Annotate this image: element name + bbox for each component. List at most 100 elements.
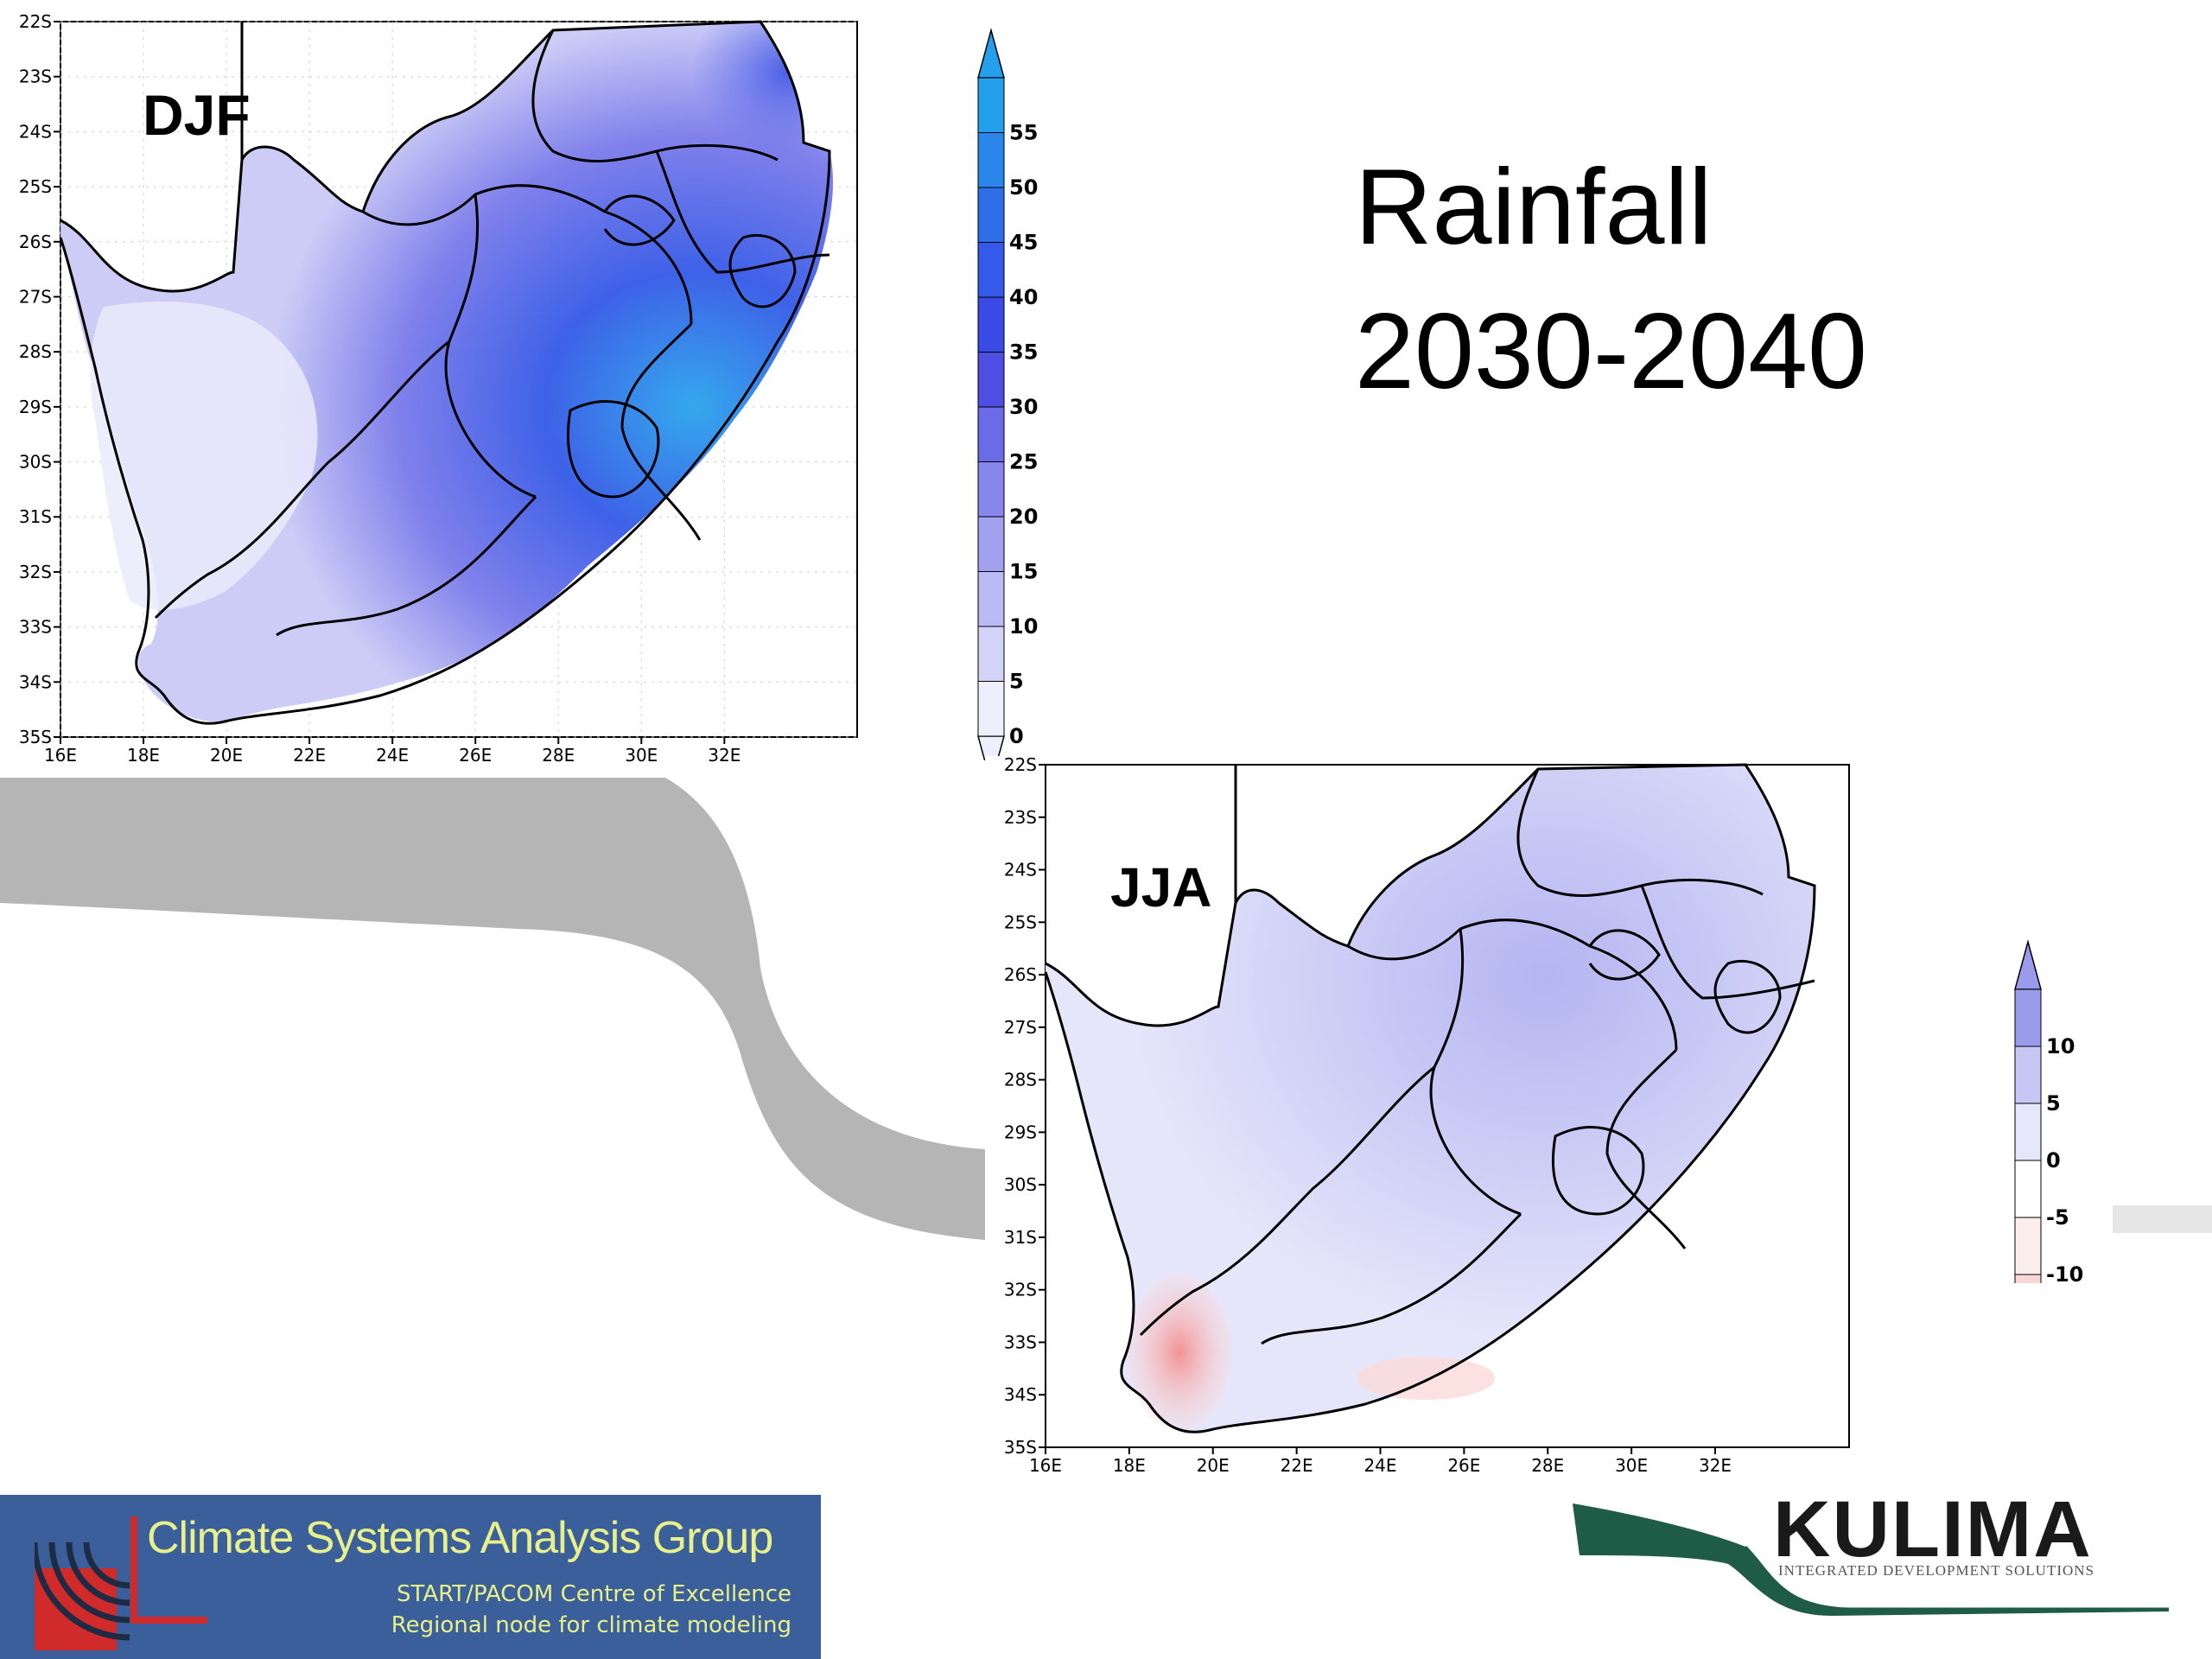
lon-tick-label: 16E — [1029, 1455, 1062, 1476]
jja-map-canvas: 22S 23S 24S 25S 26S 27S 28S 29S 30S 31S 32S 33S 34S 3… — [1004, 756, 1850, 1476]
lat-tick-label: 23S — [19, 67, 52, 87]
colorbar-segment — [977, 352, 1005, 408]
colorbar-max-arrow — [2014, 939, 2042, 990]
csag-title: Climate Systems Analysis Group — [147, 1513, 773, 1563]
colorbar-segment — [977, 187, 1005, 243]
colorbar-segment — [2014, 1274, 2042, 1283]
colorbar-label: 30 — [1009, 395, 1038, 419]
djf-map-canvas: 22S 23S 24S 25S 26S 27S 28S 29S 30S 31S 32S 33S 34S 3… — [19, 13, 858, 766]
lat-tick-label: 33S — [1004, 1332, 1037, 1352]
lon-tick-label: 30E — [625, 745, 658, 766]
csag-emblem-icon — [35, 1516, 207, 1650]
lat-tick-label: 29S — [19, 397, 52, 417]
jja-season-label: JJA — [1110, 856, 1212, 918]
colorbar-label: 5 — [2046, 1091, 2061, 1116]
csag-line2: Regional node for climate modeling — [391, 1612, 791, 1638]
lat-tick-label: 30S — [1004, 1174, 1037, 1195]
lat-tick-label: 24S — [19, 121, 52, 142]
colorbar-segment — [2014, 1160, 2042, 1218]
colorbar-label: 35 — [1009, 340, 1038, 365]
slide-title-line1: Rainfall — [1355, 148, 1713, 267]
colorbar-label: 0 — [2046, 1148, 2061, 1173]
colorbar-segment — [977, 242, 1005, 298]
lat-tick-label: 26S — [19, 232, 52, 252]
lon-tick-label: 26E — [459, 745, 492, 766]
colorbar-segment — [977, 571, 1005, 627]
colorbar-label: 15 — [1009, 560, 1038, 584]
decorative-bar — [2113, 1205, 2212, 1233]
lat-tick-label: 32S — [19, 562, 52, 582]
lat-tick-label: 24S — [1004, 860, 1037, 880]
colorbar-label: 55 — [1009, 121, 1038, 145]
lon-tick-label: 32E — [1699, 1455, 1732, 1476]
lat-tick-label: 25S — [19, 176, 52, 197]
colorbar-segment — [977, 681, 1005, 737]
jja-colorbar: 10 5 0 -5 -10 — [2014, 939, 2083, 1283]
lat-tick-label: 22S — [1004, 756, 1037, 775]
lat-tick-label: 23S — [1004, 807, 1037, 828]
colorbar-segment — [977, 626, 1005, 682]
kulima-tagline: INTEGRATED DEVELOPMENT SOLUTIONS — [1778, 1562, 2094, 1579]
colorbar-segment — [2014, 1217, 2042, 1275]
djf-borders — [59, 20, 831, 725]
lat-tick-label: 26S — [1004, 964, 1037, 985]
colorbar-segment — [2014, 1046, 2042, 1104]
lon-tick-label: 24E — [1363, 1455, 1396, 1476]
colorbar-label: 10 — [1009, 614, 1038, 639]
decorative-swoosh — [0, 778, 985, 1240]
lat-tick-label: 35S — [19, 727, 52, 747]
djf-lat-axis: 22S 23S 24S 25S 26S 27S 28S 29S 30S 31S 32S 33S 34S 3… — [19, 13, 60, 747]
jja-map: 22S 23S 24S 25S 26S 27S 28S 29S 30S 31S 32S 33S 34S 3… — [985, 756, 1901, 1482]
lon-tick-label: 20E — [1197, 1455, 1230, 1476]
slide-title-line2: 2030-2040 — [1355, 292, 1867, 411]
lon-tick-label: 16E — [44, 745, 77, 766]
csag-line1: START/PACOM Centre of Excellence — [396, 1581, 791, 1607]
colorbar-label: 40 — [1009, 285, 1038, 309]
jja-borders — [1044, 763, 1816, 1433]
lat-tick-label: 28S — [1004, 1070, 1037, 1090]
colorbar-segment — [2014, 1103, 2042, 1161]
lat-tick-label: 30S — [19, 452, 52, 473]
lon-tick-label: 32E — [708, 745, 741, 766]
colorbar-label: 25 — [1009, 450, 1038, 474]
lat-tick-label: 35S — [1004, 1437, 1037, 1458]
colorbar-label: 45 — [1009, 231, 1038, 255]
csag-logo: Climate Systems Analysis Group START/PAC… — [0, 1495, 821, 1659]
colorbar-segment — [2014, 988, 2042, 1047]
lon-tick-label: 22E — [293, 745, 326, 766]
colorbar-label: 50 — [1009, 175, 1038, 200]
lat-tick-label: 33S — [19, 617, 52, 638]
colorbar-label: 20 — [1009, 505, 1038, 529]
kulima-name: KULIMA — [1773, 1485, 2093, 1573]
djf-lon-axis: 16E 18E 20E 22E 24E 26E 28E 30E 32E — [44, 737, 741, 766]
colorbar-label: -10 — [2046, 1262, 2083, 1283]
lat-tick-label: 32S — [1004, 1280, 1037, 1300]
colorbar-label: 10 — [2046, 1034, 2075, 1058]
lat-tick-label: 25S — [1004, 912, 1037, 932]
lat-tick-label: 29S — [1004, 1122, 1037, 1142]
jja-lat-axis: 22S 23S 24S 25S 26S 27S 28S 29S 30S 31S 32S 33S 34S 3… — [1004, 756, 1046, 1458]
colorbar-segment — [977, 406, 1005, 462]
lon-tick-label: 30E — [1615, 1455, 1648, 1476]
lon-tick-label: 20E — [210, 745, 243, 766]
lon-tick-label: 24E — [376, 745, 409, 766]
colorbar-segment — [977, 132, 1005, 188]
colorbar-label: -5 — [2046, 1205, 2069, 1230]
lon-tick-label: 28E — [1531, 1455, 1564, 1476]
lat-tick-label: 28S — [19, 341, 52, 362]
lon-tick-label: 28E — [542, 745, 575, 766]
lon-tick-label: 18E — [127, 745, 160, 766]
colorbar-segment — [977, 296, 1005, 353]
colorbar-segment — [977, 77, 1005, 133]
colorbar-segment — [977, 516, 1005, 572]
lat-tick-label: 31S — [1004, 1227, 1037, 1248]
djf-map: 22S 23S 24S 25S 26S 27S 28S 29S 30S 31S 32S 33S 34S 3… — [0, 13, 864, 773]
colorbar-segment — [977, 461, 1005, 518]
djf-season-label: DJF — [143, 83, 251, 147]
colorbar-label: 5 — [1009, 670, 1024, 694]
lat-tick-label: 31S — [19, 506, 52, 527]
lat-tick-label: 34S — [1004, 1384, 1037, 1405]
lon-tick-label: 18E — [1113, 1455, 1146, 1476]
lat-tick-label: 27S — [1004, 1017, 1037, 1038]
